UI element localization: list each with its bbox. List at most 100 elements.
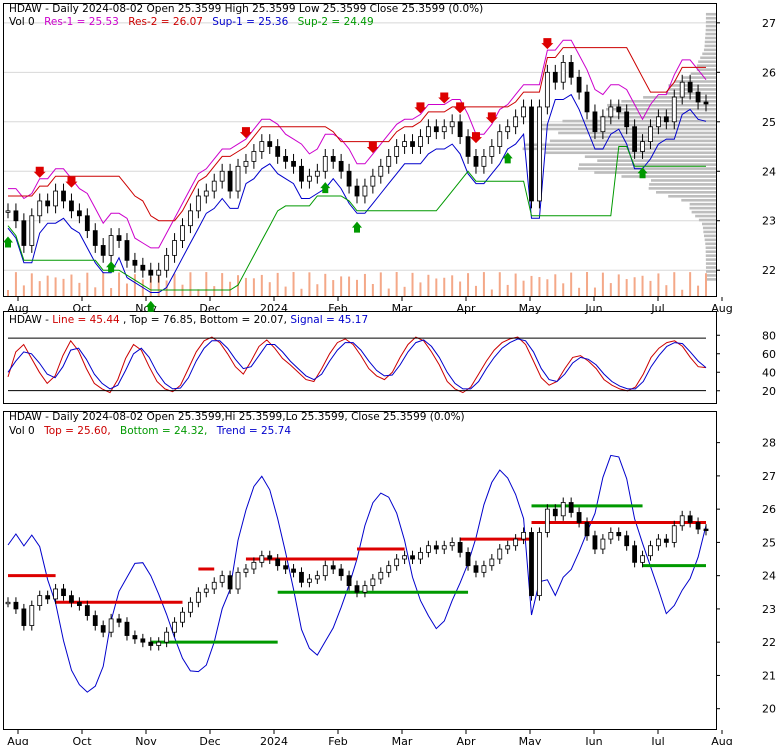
res1-line	[8, 39, 707, 249]
res1-label: Res-1 = 25.53	[44, 16, 119, 28]
stoch-ytick-label: 20	[762, 385, 776, 398]
price-candle-body	[330, 156, 336, 162]
trend-candle-body	[69, 595, 74, 603]
price-candle-body	[703, 101, 709, 105]
volume-bar	[641, 275, 644, 296]
volume-bar	[546, 279, 549, 296]
volume-bar	[149, 276, 152, 296]
trend-candle-body	[267, 555, 273, 560]
volume-profile-bar	[705, 278, 716, 281]
volume-profile-bar	[545, 151, 716, 155]
stoch-ytick-label: 40	[762, 366, 776, 379]
trend-candle-body	[402, 555, 407, 560]
price-vol-label: Vol 0	[9, 16, 35, 28]
volume-bar	[14, 272, 17, 296]
volume-bar	[110, 288, 113, 296]
price-candle-body	[13, 210, 19, 222]
trend-ytick-label: 26	[762, 503, 776, 516]
trend-candle-body	[13, 601, 19, 610]
trend-xtick-label: May	[519, 735, 542, 745]
volume-profile-bar	[562, 119, 716, 123]
trend-candle-body	[299, 571, 304, 583]
price-candle-body	[537, 106, 542, 202]
price-candle-body	[140, 264, 146, 271]
price-candle-body	[227, 170, 233, 192]
price-candle-body	[243, 160, 249, 167]
volume-bar	[451, 275, 454, 296]
volume-bar	[443, 277, 446, 296]
price-candle-body	[576, 76, 582, 93]
trend-candle-body	[592, 535, 598, 550]
stoch-top-bottom-label: , Top = 76.85, Bottom = 20.07,	[123, 314, 290, 326]
trend-candle-body	[640, 555, 645, 563]
price-candle-body	[259, 141, 265, 152]
price-candle-body	[568, 62, 574, 78]
price-ytick-label: 25	[762, 116, 776, 129]
trend-candle-body	[544, 508, 550, 533]
trend-xtick-label: Oct	[72, 735, 92, 745]
trend-candle-body	[497, 548, 503, 560]
stoch-ytick-label: 60	[762, 348, 776, 361]
trend-candle-body	[656, 538, 661, 547]
price-candle-body	[164, 254, 170, 271]
volume-profile-bar	[578, 163, 716, 166]
volume-bar	[165, 280, 168, 296]
trend-candle-body	[616, 532, 622, 537]
price-candle-body	[489, 146, 495, 157]
trend-vol-label: Vol 0	[9, 425, 35, 437]
price-candle-body	[679, 81, 685, 98]
trend-xtick-label: Aug	[711, 735, 732, 745]
price-candle-body	[37, 200, 43, 217]
price-candle-body	[632, 126, 638, 152]
volume-bar	[538, 277, 541, 296]
volume-bar	[490, 289, 493, 296]
trend-ytick-label: 21	[762, 669, 776, 682]
volume-bar	[578, 287, 581, 296]
volume-bar	[395, 272, 398, 296]
trend-candle-body	[53, 588, 58, 600]
trend-candle-body	[116, 618, 122, 623]
trend-ytick-label: 22	[762, 636, 776, 649]
trend-candle-body	[307, 578, 312, 583]
volume-profile-bar	[705, 16, 716, 20]
price-candle-body	[283, 156, 289, 162]
volume-profile-bar	[605, 107, 716, 111]
volume-bar	[379, 272, 382, 296]
volume-bar	[7, 290, 9, 296]
price-ytick-label: 23	[762, 215, 776, 228]
price-candle-body	[552, 71, 558, 83]
price-candle-body	[386, 156, 392, 167]
volume-bar	[78, 282, 81, 296]
res2-label: Res-2 = 26.07	[128, 16, 203, 28]
price-candle-body	[616, 106, 622, 113]
trend-candle-body	[489, 558, 495, 567]
trend-panel: 28 27 26 25 24 23 22 21 20 Aug Oct Nov Dec 2024 Feb Mar…	[5, 437, 776, 745]
trend-candle-body	[465, 551, 471, 567]
trend-candle-body	[108, 618, 114, 633]
volume-profile-bar	[705, 36, 716, 40]
volume-profile-bar	[700, 56, 716, 60]
trend-candle-body	[370, 578, 376, 587]
trend-candle-body	[703, 528, 709, 532]
trend-candle-body	[100, 625, 106, 633]
price-xtick-label: Aug	[711, 302, 732, 315]
sell-arrow	[366, 142, 379, 153]
price-candle-body	[307, 175, 312, 182]
volume-bar	[173, 273, 176, 296]
trend-candle-body	[529, 532, 534, 597]
price-xtick-label: Aug	[7, 302, 28, 315]
volume-profile-bar	[698, 218, 716, 222]
price-candle-body	[267, 141, 273, 147]
price-candle-body	[29, 215, 35, 246]
stoch-symbol-label: HDAW -	[9, 314, 52, 326]
volume-profile-bar	[594, 171, 716, 174]
volume-bar	[316, 284, 319, 296]
volume-profile-bar	[705, 262, 716, 265]
volume-profile-bar	[705, 32, 716, 36]
volume-profile-bar	[705, 20, 716, 24]
price-candle-body	[410, 141, 415, 147]
volume-profile-bar	[705, 24, 716, 28]
volume-profile-bar	[703, 230, 716, 234]
price-candle-body	[5, 210, 11, 213]
